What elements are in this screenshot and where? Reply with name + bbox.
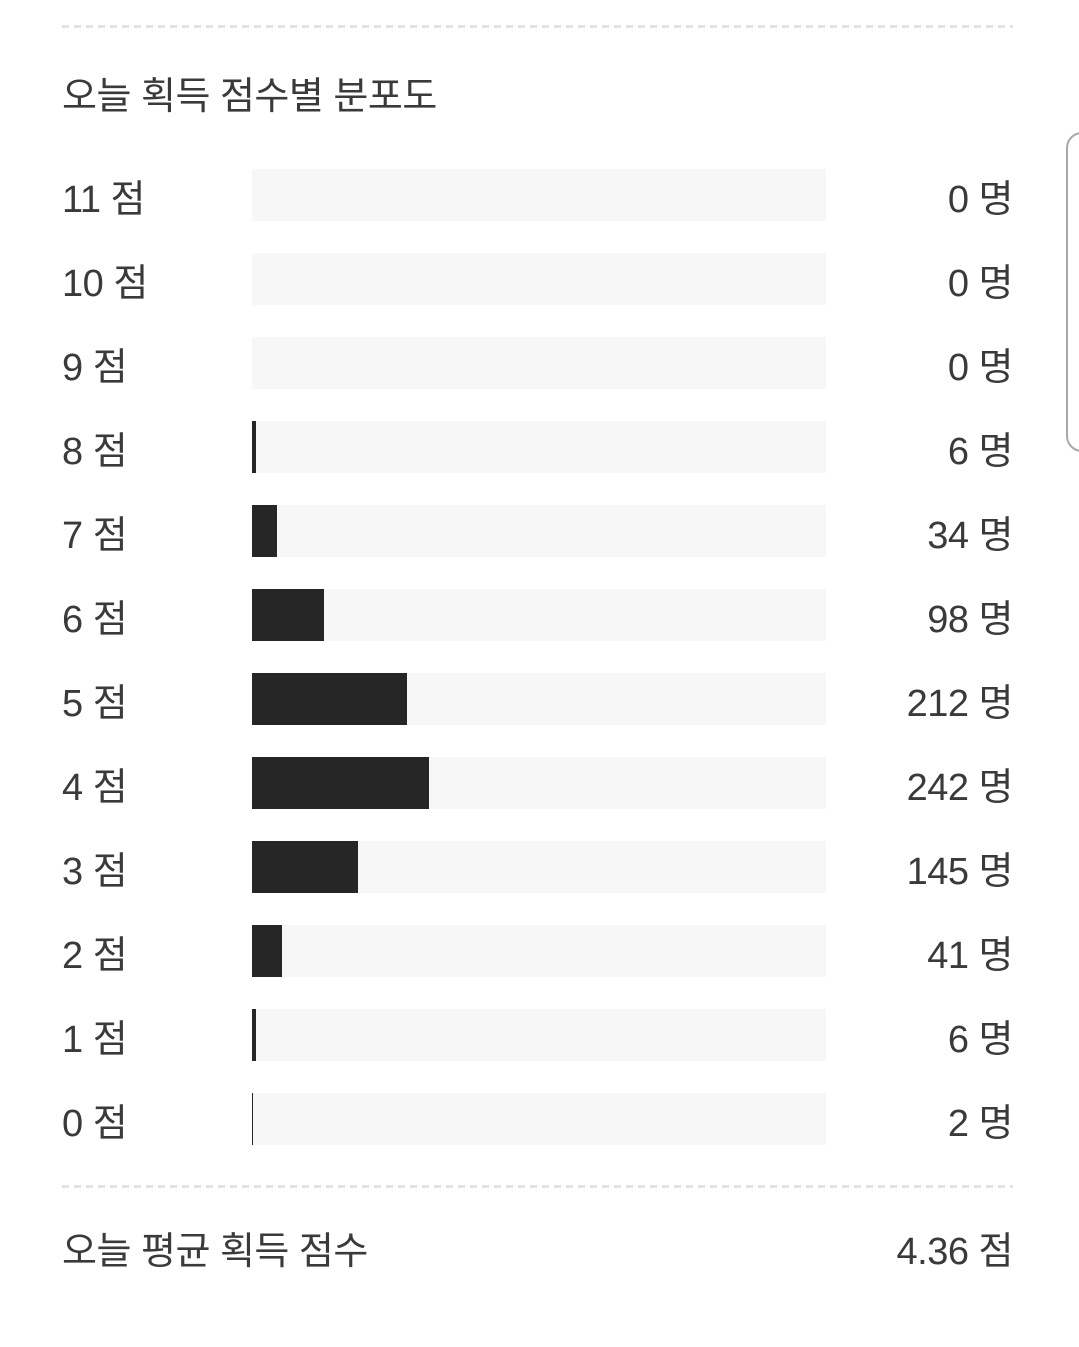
row-bar-track: [252, 169, 826, 221]
row-bar: [252, 1093, 254, 1145]
chart-title: 오늘 획득 점수별 분포도: [62, 76, 437, 118]
average-score-label: 오늘 평균 획득 점수: [62, 1231, 368, 1273]
row-bar-track: [252, 1009, 826, 1061]
score-row: 7 점 34 명: [62, 505, 1014, 557]
score-row: 9 점 0 명: [62, 337, 1014, 389]
score-row: 10 점 0 명: [62, 253, 1014, 305]
row-score-label: 10 점: [62, 262, 148, 305]
row-count-label: 2 명: [947, 1102, 1014, 1145]
score-row: 0 점 2 명: [62, 1093, 1014, 1145]
row-bar-track: [252, 505, 826, 557]
row-bar: [252, 925, 282, 977]
row-score-label: 2 점: [62, 934, 128, 977]
row-count-label: 0 명: [947, 262, 1014, 305]
row-bar-track: [252, 337, 826, 389]
row-count-label: 0 명: [947, 178, 1014, 221]
row-score-label: 1 점: [62, 1018, 128, 1061]
row-score-label: 9 점: [62, 346, 128, 389]
row-count-label: 98 명: [927, 598, 1013, 641]
row-bar-track: [252, 589, 826, 641]
average-score-value: 4.36 점: [896, 1231, 1014, 1273]
row-count-label: 34 명: [927, 514, 1013, 557]
score-row: 6 점 98 명: [62, 589, 1014, 641]
row-bar: [252, 757, 429, 809]
scrollbar-handle[interactable]: [1066, 132, 1079, 452]
row-bar: [252, 421, 257, 473]
row-bar: [252, 673, 407, 725]
row-count-label: 145 명: [906, 850, 1014, 893]
score-row: 5 점 212 명: [62, 673, 1014, 725]
score-distribution-panel: 오늘 획득 점수별 분포도 11 점 0 명 10 점 0 명 9 점 0 명 …: [0, 25, 1079, 1276]
row-score-label: 8 점: [62, 430, 128, 473]
average-score-row: 오늘 평균 획득 점수 4.36 점: [62, 1228, 1014, 1276]
row-score-label: 7 점: [62, 514, 128, 557]
score-row: 3 점 145 명: [62, 841, 1014, 893]
row-score-label: 0 점: [62, 1102, 128, 1145]
row-bar-track: [252, 925, 826, 977]
score-row: 4 점 242 명: [62, 757, 1014, 809]
bottom-dashed-divider: [62, 1185, 1013, 1188]
row-count-label: 242 명: [906, 766, 1014, 809]
row-count-label: 6 명: [947, 1018, 1014, 1061]
row-bar-track: [252, 673, 826, 725]
chart-rows: 11 점 0 명 10 점 0 명 9 점 0 명 8 점 6 명 7 점 34…: [62, 169, 1014, 1145]
score-row: 1 점 6 명: [62, 1009, 1014, 1061]
score-row: 2 점 41 명: [62, 925, 1014, 977]
row-bar: [252, 505, 277, 557]
score-row: 11 점 0 명: [62, 169, 1014, 221]
row-count-label: 41 명: [927, 934, 1013, 977]
row-bar-track: [252, 841, 826, 893]
row-bar: [252, 589, 324, 641]
row-score-label: 4 점: [62, 766, 128, 809]
row-count-label: 6 명: [947, 430, 1014, 473]
row-bar: [252, 841, 358, 893]
row-score-label: 3 점: [62, 850, 128, 893]
top-dashed-divider: [62, 25, 1013, 28]
row-score-label: 6 점: [62, 598, 128, 641]
row-bar: [252, 1009, 257, 1061]
row-score-label: 5 점: [62, 682, 128, 725]
row-score-label: 11 점: [62, 178, 145, 221]
row-bar-track: [252, 1093, 826, 1145]
row-count-label: 0 명: [947, 346, 1014, 389]
row-bar-track: [252, 421, 826, 473]
row-bar-track: [252, 253, 826, 305]
row-count-label: 212 명: [906, 682, 1014, 725]
row-bar-track: [252, 757, 826, 809]
score-row: 8 점 6 명: [62, 421, 1014, 473]
